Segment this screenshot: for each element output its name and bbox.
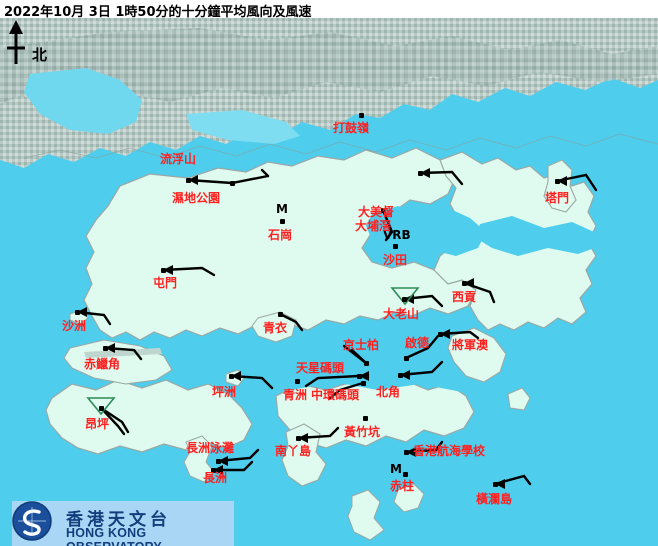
station-dot — [280, 219, 285, 224]
station-dot — [363, 416, 368, 421]
tap-mun-island — [543, 159, 577, 213]
new-territories-landmass — [83, 147, 477, 341]
station-dot — [462, 281, 467, 286]
station-dot — [230, 181, 235, 186]
station-dot — [278, 312, 283, 317]
station-dot — [229, 374, 234, 379]
station-dot — [438, 332, 443, 337]
marker-label-sha-tin: VRB — [383, 228, 411, 242]
tolo-channel-water — [476, 216, 600, 256]
airport-runway — [84, 348, 162, 358]
station-label-sai-kung: 西貢 — [452, 290, 477, 304]
station-dot — [403, 472, 408, 477]
marker-label-stanley: M — [390, 462, 402, 476]
po-toi-islands — [393, 483, 425, 513]
highland-triangle-markers — [86, 287, 420, 416]
station-dot — [404, 450, 409, 455]
station-dot — [75, 310, 80, 315]
station-label-cheung-chau: 長洲 — [203, 471, 228, 485]
north-label: 北 — [32, 46, 48, 64]
coastline-detail — [23, 133, 658, 159]
station-label-wetland-park: 濕地公園 — [172, 191, 221, 205]
small-island-south — [347, 489, 385, 541]
east-small-island — [507, 387, 531, 411]
shenzhen-bay-water — [24, 68, 142, 134]
station-label-tseung-kwan-o: 將軍澳 — [452, 338, 489, 352]
station-label-sha-chau: 沙洲 — [62, 319, 87, 333]
station-dot — [364, 361, 369, 366]
station-label-lau-fau-shan: 流浮山 — [160, 152, 197, 166]
station-label-tuen-mun: 屯門 — [153, 276, 178, 290]
station-dot — [103, 346, 108, 351]
station-label-chek-lap-kok: 赤鱲角 — [84, 357, 121, 371]
station-label-ngong-ping: 昂坪 — [85, 417, 110, 431]
page-title: 2022年10月 3日 1時50分的十分鐘平均風向及風速 — [4, 5, 312, 20]
station-label-lamma-island: 南丫島 — [275, 444, 312, 458]
station-label-kai-tak: 啟德 — [405, 336, 430, 350]
station-label-tsing-yi: 青衣 — [263, 321, 288, 335]
station-dot — [402, 297, 407, 302]
station-dot — [361, 381, 366, 386]
station-label-stanley: 赤柱 — [390, 479, 415, 493]
hko-name-english: HONG KONG OBSERVATORY — [66, 526, 162, 546]
station-dot — [359, 113, 364, 118]
north-arrow-icon — [7, 20, 25, 64]
station-dot — [398, 373, 403, 378]
mainland-china-hills — [0, 28, 658, 106]
mainland-inlet — [186, 110, 300, 144]
title-bar: 2022年10月 3日 1時50分的十分鐘平均風向及風速 — [0, 0, 658, 20]
station-label-sha-tin: 沙田 — [383, 253, 408, 267]
map-graphics — [0, 18, 658, 546]
hko-logo: 香港天文台 HONG KONG OBSERVATORY — [12, 501, 234, 546]
station-label-shek-kong: 石崗 — [268, 228, 293, 242]
station-dot — [161, 268, 166, 273]
station-label-ta-kwu-ling: 打鼓嶺 — [333, 121, 370, 135]
station-label-tai-po-kau: 大埔滘 — [355, 219, 392, 233]
station-label-tates-cairn: 大老山 — [383, 307, 420, 321]
station-label-tai-mei-tuk: 大美督 — [358, 205, 395, 219]
station-label-waglan-island: 橫瀾島 — [476, 492, 513, 506]
station-dot — [295, 379, 300, 384]
station-dot — [381, 208, 386, 213]
station-label-peng-chau: 坪洲 — [212, 385, 237, 399]
station-label-central-pier: 中環碼頭 — [311, 388, 360, 402]
station-dot — [211, 468, 216, 473]
station-label-cheung-chau-beach: 長洲泳灘 — [186, 441, 235, 455]
station-dot — [357, 374, 362, 379]
station-dot — [99, 406, 104, 411]
station-dot — [493, 482, 498, 487]
wind-barbs-layer — [75, 168, 598, 489]
hko-name-chinese: 香港天文台 — [66, 510, 171, 530]
station-dot — [216, 459, 221, 464]
station-dot — [186, 178, 191, 183]
station-dot — [296, 436, 301, 441]
station-label-hk-sea-school: 香港航海學校 — [413, 444, 486, 458]
station-label-green-island: 青洲 — [283, 388, 308, 402]
cheung-chau-island — [183, 435, 215, 483]
station-dot — [393, 244, 398, 249]
barb-arrowheads — [77, 168, 567, 489]
station-dot — [404, 356, 409, 361]
station-label-tap-mun: 塔門 — [545, 191, 570, 205]
station-label-kings-park: 京士柏 — [343, 338, 380, 352]
station-label-star-ferry: 天星碼頭 — [296, 361, 345, 375]
clear-water-bay-peninsula — [447, 327, 507, 383]
station-label-wong-chuk-hang: 黃竹坑 — [344, 425, 381, 439]
lamma-island — [281, 423, 327, 487]
station-label-north-point: 北角 — [376, 385, 401, 399]
station-dot — [418, 171, 423, 176]
hko-logo-mark-icon — [12, 501, 52, 541]
hong-kong-wind-map: 北 M VRB M 打鼓嶺 — [0, 18, 658, 546]
station-dot — [555, 179, 560, 184]
marker-label-shek-kong: M — [276, 202, 288, 216]
